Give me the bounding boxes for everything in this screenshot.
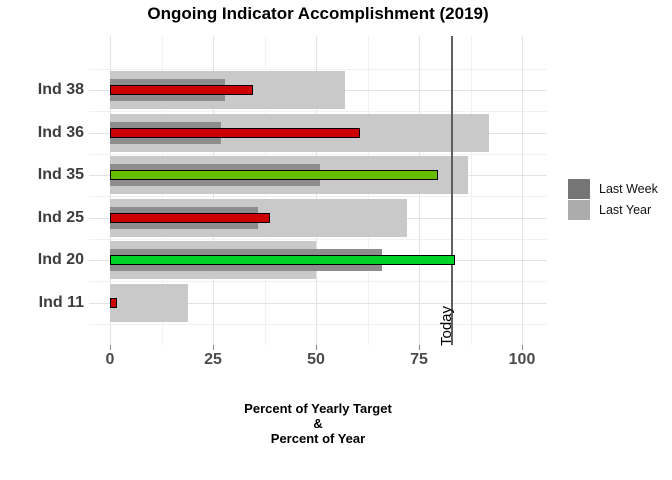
x-axis-tick-label: 75 (410, 351, 428, 368)
last-week-label: Last Week (599, 182, 658, 196)
legend-item-last-year: Last Year (568, 200, 658, 220)
y-axis-label: Ind 20 (37, 251, 84, 268)
today-reference-line (450, 36, 453, 345)
x-axis-title-line-1: Percent of Yearly Target (244, 401, 392, 416)
last-week-swatch-icon (568, 179, 590, 199)
gridline-minor-horizontal (89, 196, 547, 198)
x-axis-tick (109, 345, 111, 350)
x-axis-tick (418, 345, 420, 350)
today-line-label: Today (438, 305, 455, 346)
x-axis-tick-label: 100 (508, 351, 536, 368)
last-year-swatch-icon (568, 200, 590, 220)
last-year-bar (110, 283, 189, 322)
legend: Last Week Last Year (568, 179, 658, 221)
gridline-major-vertical (522, 36, 523, 345)
gridline-minor-horizontal (89, 111, 547, 113)
current-accomplishment-bar (110, 297, 118, 308)
x-axis-tick (212, 345, 214, 350)
gridline-minor-horizontal (89, 238, 547, 240)
current-accomplishment-bar (110, 85, 254, 95)
gridline-minor-horizontal (89, 281, 547, 283)
gridline-minor-horizontal (89, 68, 547, 70)
y-axis-label: Ind 25 (37, 208, 84, 226)
plot-panel (89, 36, 547, 345)
x-axis-tick (315, 345, 317, 350)
x-axis-tick-label: 25 (204, 351, 222, 368)
current-accomplishment-bar (110, 127, 361, 138)
gridline-minor-horizontal (89, 323, 547, 325)
x-axis-tick-label: 0 (105, 351, 115, 368)
y-axis-label: Ind 36 (37, 123, 84, 141)
x-axis-title-line-2: & (313, 416, 323, 431)
chart-title: Ongoing Indicator Accomplishment (2019) (147, 4, 489, 23)
x-axis-title-line-3: Percent of Year (270, 431, 366, 446)
current-accomplishment-bar (110, 170, 439, 180)
gridline-major-horizontal (89, 302, 547, 304)
y-axis-label: Ind 35 (37, 166, 84, 183)
y-axis-label: Ind 38 (37, 81, 84, 98)
x-axis-tick (521, 345, 523, 350)
legend-item-last-week: Last Week (568, 179, 658, 199)
x-axis-tick-label: 50 (307, 351, 325, 368)
current-accomplishment-bar (110, 255, 455, 265)
gridline-minor-vertical (470, 36, 472, 345)
gridline-minor-horizontal (89, 153, 547, 155)
last-year-label: Last Year (599, 203, 652, 217)
x-axis-title: Percent of Yearly Target & Percent of Ye… (89, 401, 547, 446)
current-accomplishment-bar (110, 212, 270, 223)
y-axis-label: Ind 11 (38, 293, 84, 311)
